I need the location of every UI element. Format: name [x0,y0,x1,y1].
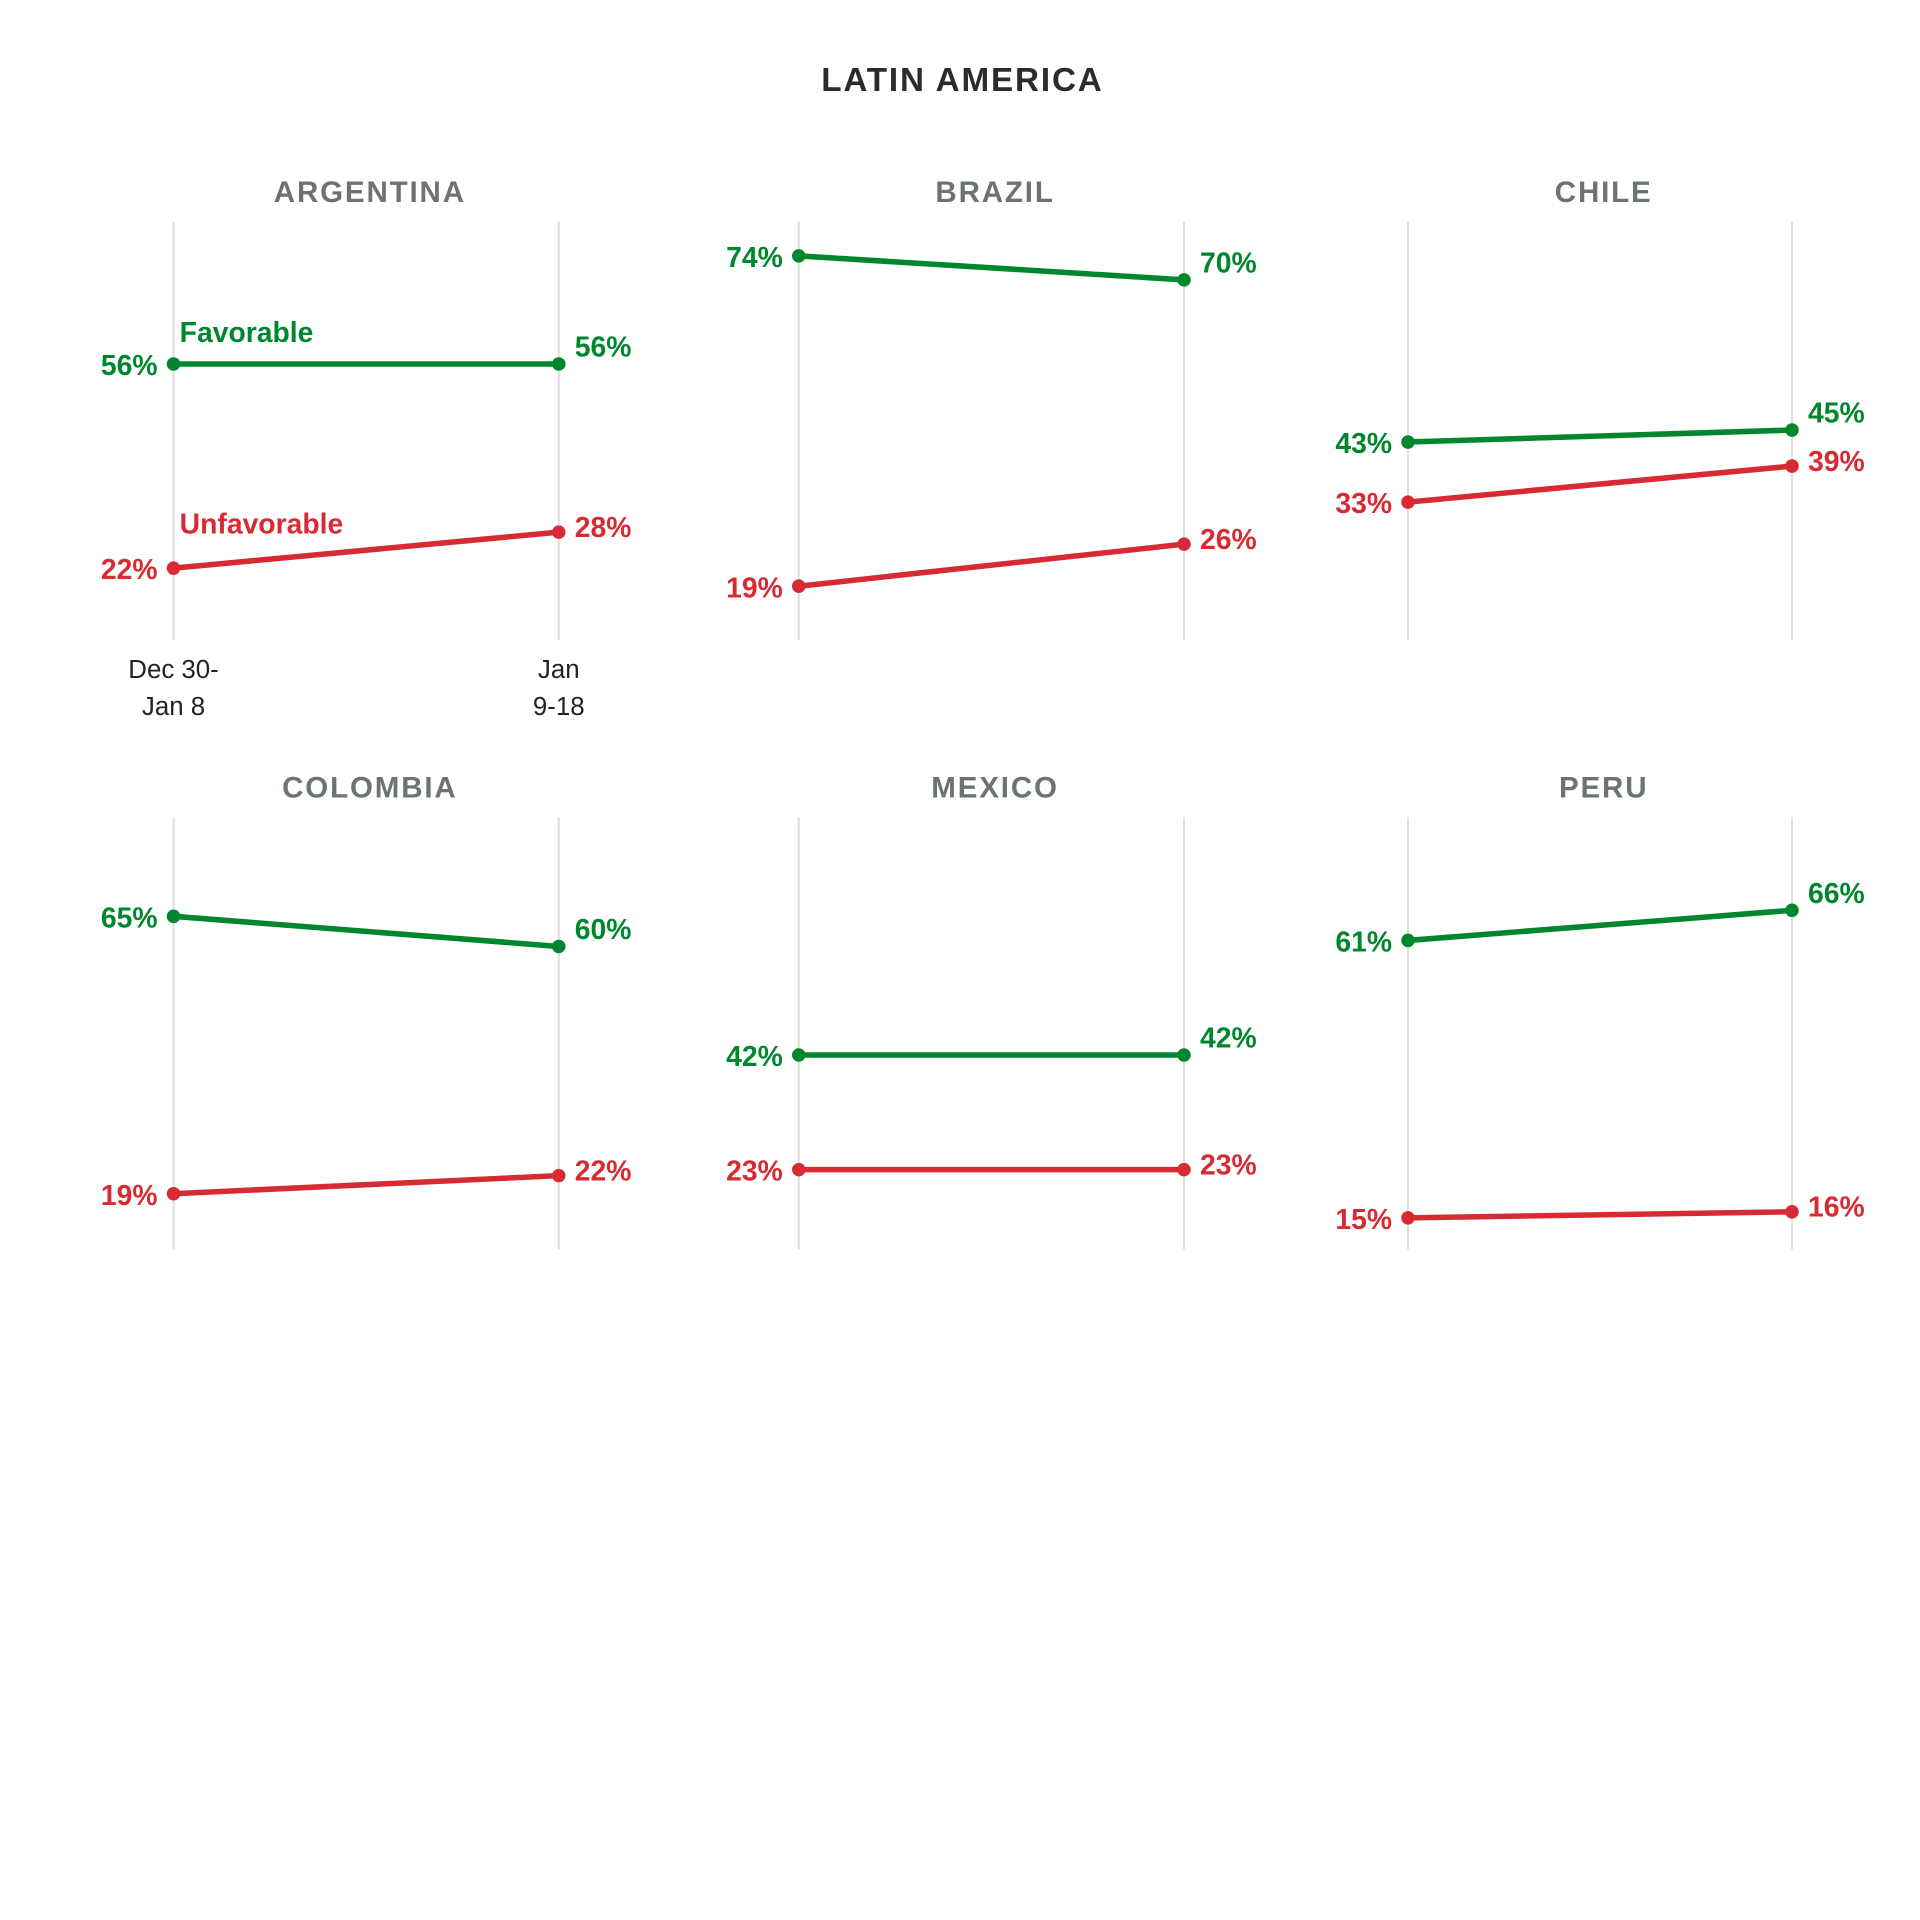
favorable-point [1401,933,1415,948]
unfavorable-point [1177,1162,1191,1177]
unfavorable-legend-label: Unfavorable [180,508,344,540]
panel-title-argentina: ARGENTINA [274,176,466,209]
favorable-value-label: 61% [1335,926,1392,958]
panel-title-peru: PERU [1559,772,1648,805]
unfavorable-value-label: 39% [1808,445,1865,477]
unfavorable-value-label: 28% [575,511,632,543]
unfavorable-value-label: 22% [575,1155,632,1187]
favorable-value-label: 56% [575,331,632,363]
unfavorable-line [798,541,1185,589]
unfavorable-point [1785,459,1799,473]
favorable-line [1407,427,1793,445]
x-tick-label: Jan 8 [142,693,205,721]
favorable-point [1785,423,1799,437]
favorable-line [798,253,1185,283]
unfavorable-point [792,1162,806,1177]
favorable-value-label: 74% [726,241,783,273]
favorable-line [173,913,559,950]
unfavorable-value-label: 23% [1200,1149,1257,1181]
unfavorable-value-label: 15% [1335,1203,1392,1235]
favorable-value-label: 42% [726,1040,783,1072]
unfavorable-point [1401,495,1415,509]
favorable-value-label: 66% [1808,877,1865,909]
favorable-line [1407,907,1793,944]
favorable-point [1177,273,1191,287]
favorable-value-label: 65% [101,901,158,933]
panel-title-mexico: MEXICO [931,772,1059,805]
favorable-value-label: 60% [575,913,632,945]
unfavorable-value-label: 19% [726,571,783,603]
x-tick-label: Jan [538,656,580,684]
favorable-value-label: 45% [1808,397,1865,429]
unfavorable-point [1177,537,1191,551]
favorable-value-label: 70% [1200,246,1257,278]
panel-title-chile: CHILE [1555,176,1653,209]
panel-title-colombia: COLOMBIA [282,772,457,805]
unfavorable-point [552,1168,566,1183]
unfavorable-point [1785,1205,1799,1219]
favorable-value-label: 43% [1335,427,1392,459]
unfavorable-line [173,1172,559,1197]
unfavorable-value-label: 16% [1808,1191,1865,1223]
unfavorable-value-label: 23% [726,1155,783,1187]
unfavorable-value-label: 22% [101,553,158,585]
favorable-point [166,909,181,924]
unfavorable-point [166,1186,181,1201]
panel-title-brazil: BRAZIL [935,176,1054,209]
unfavorable-value-label: 26% [1200,523,1257,555]
unfavorable-line [173,529,560,571]
unfavorable-value-label: 19% [101,1179,158,1211]
unfavorable-point [792,579,806,593]
unfavorable-point [552,525,566,539]
favorable-value-label: 56% [101,349,158,381]
x-tick-label: Dec 30- [128,656,218,684]
favorable-value-label: 42% [1200,1022,1257,1054]
favorable-point [166,357,181,371]
favorable-legend-label: Favorable [180,316,314,348]
x-tick-label: 9-18 [533,693,585,721]
unfavorable-line [1407,1209,1793,1221]
favorable-point [1785,903,1799,918]
favorable-point [792,1048,806,1062]
favorable-point [792,249,806,263]
unfavorable-value-label: 33% [1335,487,1392,519]
unfavorable-point [1401,1211,1415,1225]
unfavorable-line [1407,463,1793,505]
favorable-point [552,939,566,954]
favorable-point [552,357,566,371]
chart-title: LATIN AMERICA [821,62,1103,99]
unfavorable-point [166,561,181,575]
favorable-point [1401,435,1415,449]
favorable-point [1177,1048,1191,1062]
